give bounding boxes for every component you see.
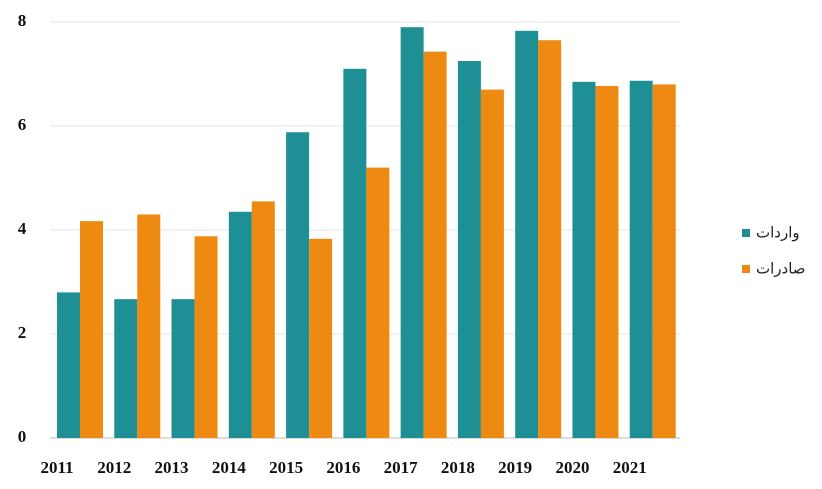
bar (400, 27, 424, 438)
y-tick-label: 6 (18, 115, 27, 134)
bar (57, 292, 80, 438)
bar (366, 167, 390, 438)
x-tick-label: 2017 (384, 458, 419, 477)
bar (228, 211, 252, 438)
bar (595, 85, 619, 439)
y-tick-label: 2 (18, 323, 27, 342)
x-tick-label: 2015 (269, 458, 303, 477)
bar (286, 132, 310, 439)
bar (538, 40, 562, 438)
bar (80, 221, 103, 438)
y-tick-label: 4 (18, 219, 27, 238)
bar (251, 201, 275, 438)
bar (137, 214, 161, 438)
legend-swatch (742, 229, 750, 237)
legend-swatch (742, 265, 750, 273)
x-tick-label: 2016 (326, 458, 360, 477)
bar (480, 89, 504, 438)
bar (194, 236, 218, 438)
x-tick-label: 2012 (97, 458, 131, 477)
bar (629, 80, 653, 438)
legend-label: صادرات (756, 260, 806, 278)
bar (515, 30, 539, 439)
x-tick-label: 2021 (613, 458, 647, 477)
y-tick-label: 0 (18, 427, 27, 446)
x-tick-label: 2014 (212, 458, 247, 477)
x-tick-label: 2013 (155, 458, 189, 477)
bar (457, 61, 481, 438)
y-tick-label: 8 (18, 11, 27, 30)
x-tick-label: 2018 (441, 458, 475, 477)
bar (114, 299, 138, 438)
x-tick-label: 2019 (498, 458, 532, 477)
x-tick-label: 2020 (555, 458, 589, 477)
bar (343, 68, 367, 439)
x-tick-label: 2011 (40, 458, 73, 477)
bar (423, 51, 447, 438)
bar (652, 84, 676, 439)
bar (309, 238, 333, 438)
bar (572, 81, 596, 439)
legend-label: واردات (756, 224, 800, 242)
bar (171, 299, 195, 438)
